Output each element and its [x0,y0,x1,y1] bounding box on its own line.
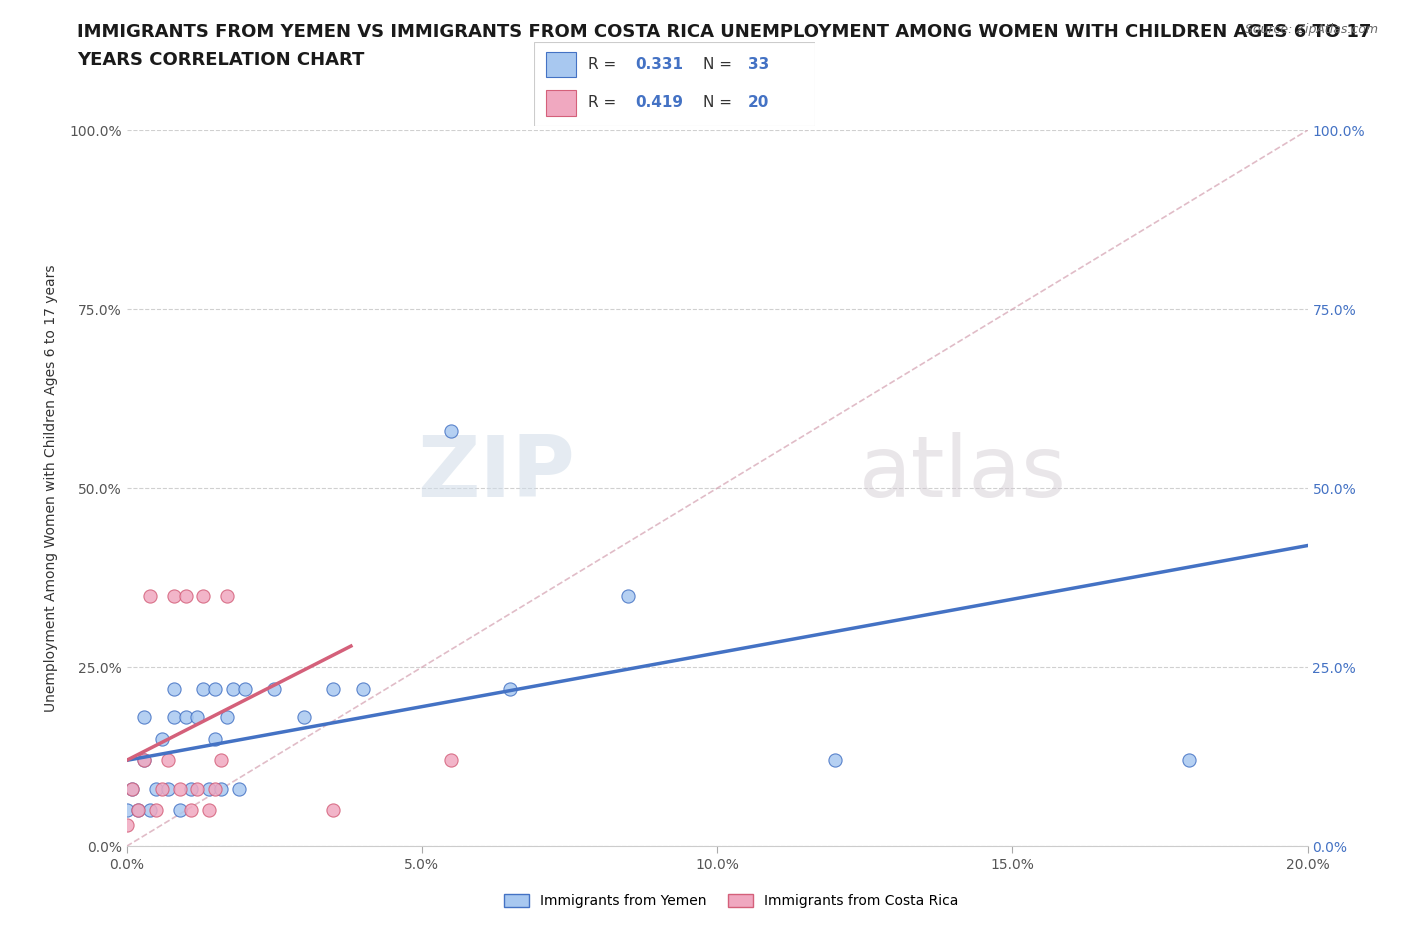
Text: IMMIGRANTS FROM YEMEN VS IMMIGRANTS FROM COSTA RICA UNEMPLOYMENT AMONG WOMEN WIT: IMMIGRANTS FROM YEMEN VS IMMIGRANTS FROM… [77,23,1372,41]
Point [115,817,138,832]
Point [156,781,179,796]
Point [440,753,463,768]
Text: N =: N = [703,57,737,72]
Y-axis label: Unemployment Among Women with Children Ages 6 to 17 years: Unemployment Among Women with Children A… [44,264,58,712]
Point [150,781,173,796]
Point [499,682,522,697]
Point [134,710,156,724]
Point [263,682,285,697]
Point [186,781,208,796]
Point [233,682,256,697]
Point [617,589,640,604]
Point [139,804,162,818]
Point [180,781,202,796]
Text: YEARS CORRELATION CHART: YEARS CORRELATION CHART [77,51,364,69]
Text: 0.419: 0.419 [636,96,683,111]
Bar [546,90,576,115]
Point [174,589,197,604]
Point [209,781,232,796]
Point [322,682,344,697]
Point [204,781,226,796]
Text: atlas: atlas [859,432,1067,515]
Point [186,710,208,724]
Point [174,710,197,724]
FancyBboxPatch shape [534,42,815,126]
Point [156,753,179,768]
Point [198,781,221,796]
Point [209,753,232,768]
Point [169,781,191,796]
Point [139,589,162,604]
Point [115,804,138,818]
Point [145,804,167,818]
Point [198,804,221,818]
Point [150,731,173,746]
Point [1178,753,1201,768]
Point [127,804,149,818]
Text: N =: N = [703,96,737,111]
Point [352,682,374,697]
Text: ZIP: ZIP [418,432,575,515]
Point [228,781,250,796]
Point [824,753,846,768]
Point [169,804,191,818]
Legend: Immigrants from Yemen, Immigrants from Costa Rica: Immigrants from Yemen, Immigrants from C… [499,889,963,914]
Point [292,710,315,724]
Point [127,804,149,818]
Point [145,781,167,796]
Point [180,804,202,818]
Point [163,589,186,604]
Point [134,753,156,768]
Text: 20: 20 [748,96,769,111]
Bar [546,52,576,77]
Point [193,589,215,604]
Text: R =: R = [588,96,621,111]
Point [322,804,344,818]
Point [222,682,245,697]
Point [163,710,186,724]
Point [440,423,463,438]
Text: Source: ZipAtlas.com: Source: ZipAtlas.com [1244,23,1378,36]
Point [215,589,238,604]
Text: R =: R = [588,57,621,72]
Text: 0.331: 0.331 [636,57,683,72]
Point [193,682,215,697]
Point [163,682,186,697]
Point [204,731,226,746]
Point [204,682,226,697]
Point [121,781,143,796]
Point [134,753,156,768]
Text: 33: 33 [748,57,769,72]
Point [215,710,238,724]
Point [121,781,143,796]
